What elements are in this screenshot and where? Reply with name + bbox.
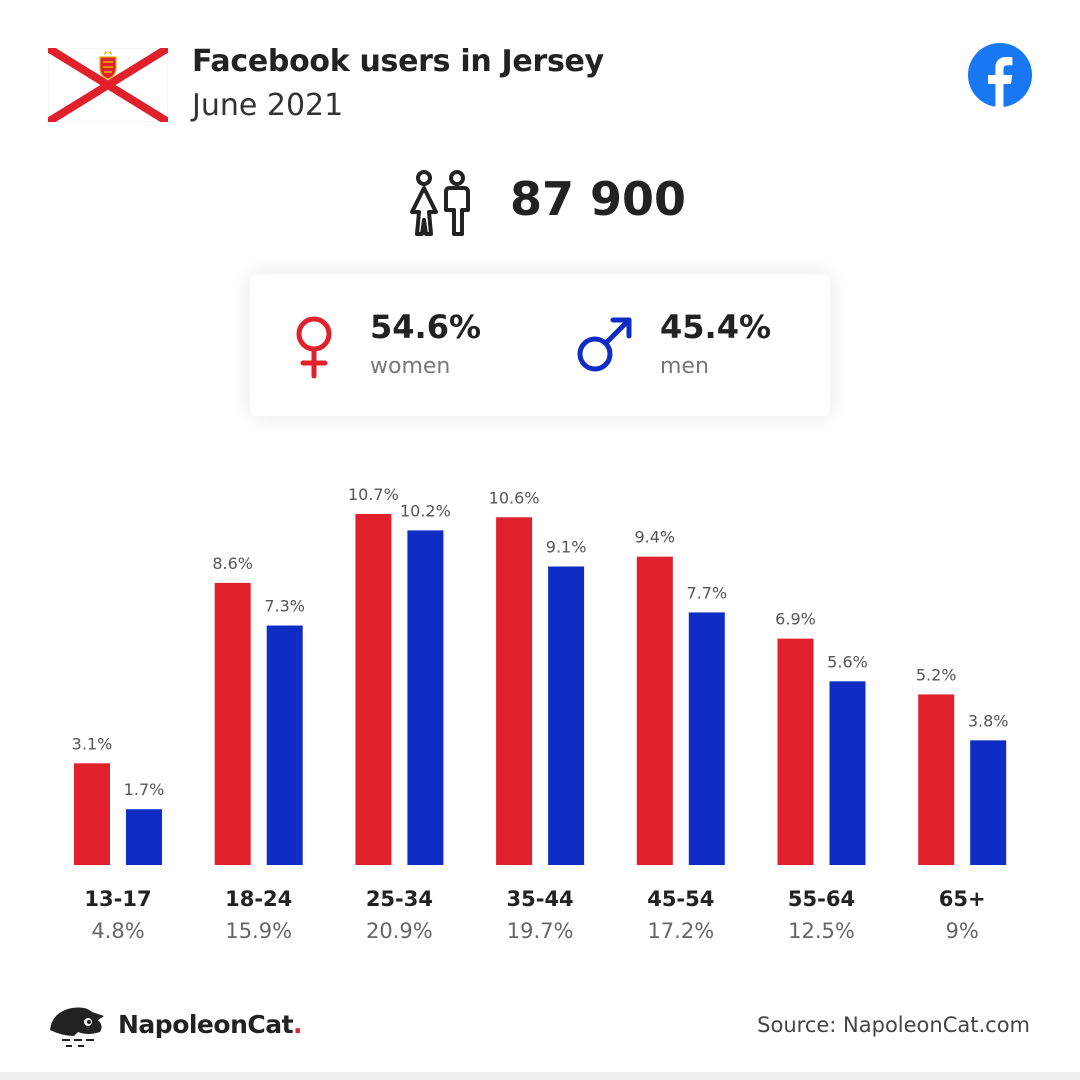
bar-men xyxy=(688,612,725,865)
bar-men xyxy=(407,530,444,865)
age-group-label: 35-44 xyxy=(507,887,574,911)
male-symbol-icon xyxy=(577,317,632,372)
age-group-label: 13-17 xyxy=(84,887,151,911)
age-group-total: 4.8% xyxy=(91,919,144,943)
bar-value-label: 10.6% xyxy=(489,488,540,507)
bar-men xyxy=(126,809,162,865)
bar-value-label: 9.1% xyxy=(546,537,587,556)
facebook-icon[interactable] xyxy=(967,42,1033,108)
bottom-strip xyxy=(0,1072,1080,1080)
bar-value-label: 10.2% xyxy=(400,501,451,520)
bar-value-label: 3.8% xyxy=(968,711,1009,730)
age-gender-bar-chart: 3.1% 1.7% 13-17 4.8% 8.6% 7.3% 18-24 15.9% 10.7%… xyxy=(72,485,1009,943)
gender-card: 54.6% women 45.4% men xyxy=(250,274,830,416)
bar-value-label: 5.6% xyxy=(827,652,868,671)
bar-men xyxy=(970,740,1007,865)
age-group-label: 25-34 xyxy=(366,887,433,911)
jersey-flag-icon xyxy=(48,48,168,122)
female-symbol-icon xyxy=(296,316,332,379)
age-group-label: 65+ xyxy=(939,887,986,911)
brand-dot: . xyxy=(293,1010,303,1039)
page-title: Facebook users in Jersey xyxy=(192,44,604,79)
bar-women xyxy=(777,638,814,865)
bar-value-label: 8.6% xyxy=(212,554,253,573)
bar-value-label: 1.7% xyxy=(124,780,165,799)
women-label: women xyxy=(370,354,451,379)
age-group-total: 9% xyxy=(946,919,979,943)
bar-women xyxy=(918,694,955,865)
bar-value-label: 3.1% xyxy=(72,734,113,753)
age-group-total: 17.2% xyxy=(647,919,714,943)
page-subtitle: June 2021 xyxy=(192,88,344,123)
age-group-label: 18-24 xyxy=(225,887,292,911)
age-group-total: 15.9% xyxy=(225,919,292,943)
age-group-label: 55-64 xyxy=(788,887,855,911)
age-group-total: 12.5% xyxy=(788,919,855,943)
bar-men xyxy=(548,566,585,865)
bar-value-label: 7.3% xyxy=(264,597,305,616)
age-group-label: 45-54 xyxy=(647,887,714,911)
men-label: men xyxy=(660,354,709,379)
bar-women xyxy=(214,582,251,865)
bar-women xyxy=(496,517,533,865)
total-users-value: 87 900 xyxy=(510,172,687,226)
brand-name-text: NapoleonCat xyxy=(118,1010,294,1039)
bar-value-label: 6.9% xyxy=(775,610,816,629)
napoleoncat-logo-icon xyxy=(50,1007,104,1047)
bar-value-label: 5.2% xyxy=(916,665,957,684)
people-icon xyxy=(410,170,470,236)
women-percentage: 54.6% xyxy=(370,308,482,346)
men-percentage: 45.4% xyxy=(660,308,772,346)
bar-men xyxy=(829,681,866,865)
brand-name: NapoleonCat. xyxy=(118,1010,303,1039)
age-group-total: 19.7% xyxy=(507,919,574,943)
bar-women xyxy=(355,514,392,865)
bar-value-label: 10.7% xyxy=(348,485,399,504)
bar-value-label: 7.7% xyxy=(686,583,727,602)
age-group-total: 20.9% xyxy=(366,919,433,943)
bar-women xyxy=(74,763,110,865)
source-credit: Source: NapoleonCat.com xyxy=(757,1013,1030,1037)
bar-men xyxy=(266,625,303,865)
bar-value-label: 9.4% xyxy=(634,528,675,547)
bar-women xyxy=(636,556,673,865)
